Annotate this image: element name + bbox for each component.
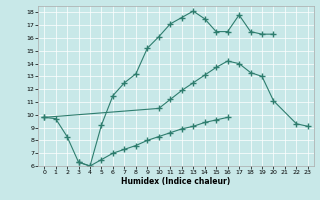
X-axis label: Humidex (Indice chaleur): Humidex (Indice chaleur) xyxy=(121,177,231,186)
